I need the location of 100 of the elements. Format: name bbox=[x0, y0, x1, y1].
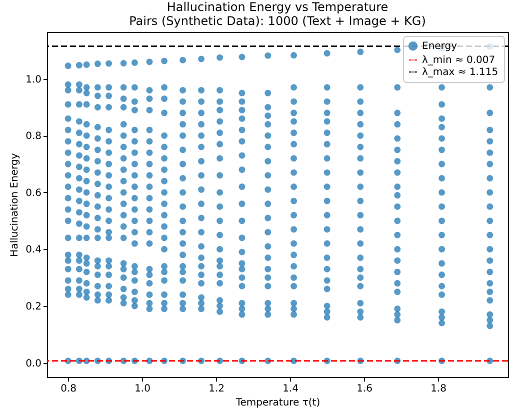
point bbox=[76, 209, 82, 216]
point bbox=[76, 286, 82, 292]
y-axis-title: Hallucination Energy bbox=[10, 153, 21, 257]
point bbox=[94, 60, 101, 68]
point bbox=[83, 268, 90, 276]
point bbox=[438, 232, 446, 238]
point bbox=[83, 200, 90, 208]
point bbox=[264, 274, 272, 281]
point bbox=[106, 92, 112, 100]
point bbox=[64, 138, 72, 145]
point bbox=[438, 146, 446, 154]
point bbox=[180, 277, 186, 284]
point bbox=[264, 311, 272, 318]
point bbox=[76, 62, 82, 68]
point bbox=[198, 158, 205, 164]
point bbox=[264, 228, 272, 236]
point bbox=[324, 266, 330, 272]
point bbox=[94, 146, 101, 154]
point bbox=[198, 98, 205, 105]
point bbox=[238, 282, 246, 290]
point bbox=[216, 232, 224, 238]
point bbox=[106, 218, 112, 224]
point bbox=[357, 240, 364, 247]
point bbox=[76, 257, 82, 264]
point bbox=[264, 112, 272, 119]
point bbox=[94, 272, 101, 278]
point bbox=[198, 144, 205, 150]
point bbox=[64, 206, 72, 213]
point bbox=[131, 263, 138, 270]
point bbox=[180, 56, 186, 64]
point bbox=[264, 254, 272, 261]
point bbox=[180, 146, 186, 154]
point bbox=[486, 218, 494, 224]
point bbox=[438, 175, 446, 182]
point bbox=[131, 59, 138, 66]
point bbox=[120, 286, 127, 292]
point bbox=[290, 118, 298, 125]
point bbox=[290, 306, 298, 312]
point bbox=[324, 140, 330, 148]
point bbox=[161, 144, 168, 150]
point bbox=[64, 218, 72, 224]
point bbox=[131, 194, 138, 202]
point bbox=[324, 286, 330, 292]
point bbox=[438, 84, 446, 91]
point bbox=[106, 297, 112, 304]
point bbox=[486, 311, 494, 318]
legend-label: λ_max ≈ 1.115 bbox=[422, 67, 498, 78]
point bbox=[357, 198, 364, 204]
point bbox=[76, 186, 82, 193]
point bbox=[94, 158, 101, 164]
point bbox=[394, 121, 401, 128]
point bbox=[290, 198, 298, 204]
point bbox=[120, 223, 127, 230]
point bbox=[357, 226, 364, 233]
point bbox=[238, 266, 246, 272]
point bbox=[161, 268, 168, 276]
point bbox=[146, 86, 153, 94]
point bbox=[146, 300, 153, 306]
point bbox=[120, 266, 127, 272]
point bbox=[394, 232, 401, 238]
point bbox=[161, 110, 168, 116]
point bbox=[324, 130, 330, 136]
point bbox=[290, 130, 298, 136]
point bbox=[264, 172, 272, 179]
point bbox=[146, 138, 153, 145]
point bbox=[146, 240, 153, 247]
point bbox=[64, 257, 72, 264]
point bbox=[198, 214, 205, 222]
point bbox=[264, 266, 272, 272]
point bbox=[198, 121, 205, 128]
point bbox=[94, 124, 101, 130]
point bbox=[486, 110, 494, 116]
point bbox=[180, 291, 186, 298]
point bbox=[238, 300, 246, 306]
point bbox=[106, 272, 112, 278]
point bbox=[357, 98, 364, 105]
point bbox=[83, 61, 90, 68]
point bbox=[486, 189, 494, 196]
point bbox=[131, 268, 138, 276]
point bbox=[216, 118, 224, 125]
point bbox=[161, 300, 168, 306]
y-tick-label: 0.4 bbox=[26, 244, 42, 256]
point bbox=[394, 203, 401, 210]
x-axis-title: Temperature τ(t) bbox=[234, 398, 320, 408]
point bbox=[357, 48, 364, 56]
point bbox=[76, 198, 82, 204]
point bbox=[120, 60, 127, 66]
point bbox=[161, 84, 168, 91]
x-tick-label: 1.0 bbox=[134, 384, 151, 394]
point bbox=[120, 155, 127, 162]
point bbox=[264, 52, 272, 59]
point bbox=[146, 126, 153, 134]
point bbox=[106, 282, 112, 290]
point bbox=[131, 206, 138, 213]
y-tick-label: 0.0 bbox=[26, 358, 42, 370]
point bbox=[64, 277, 72, 284]
point bbox=[161, 178, 168, 184]
y-tick-label: 0.8 bbox=[26, 131, 42, 142]
point bbox=[161, 155, 168, 162]
point bbox=[64, 184, 72, 190]
